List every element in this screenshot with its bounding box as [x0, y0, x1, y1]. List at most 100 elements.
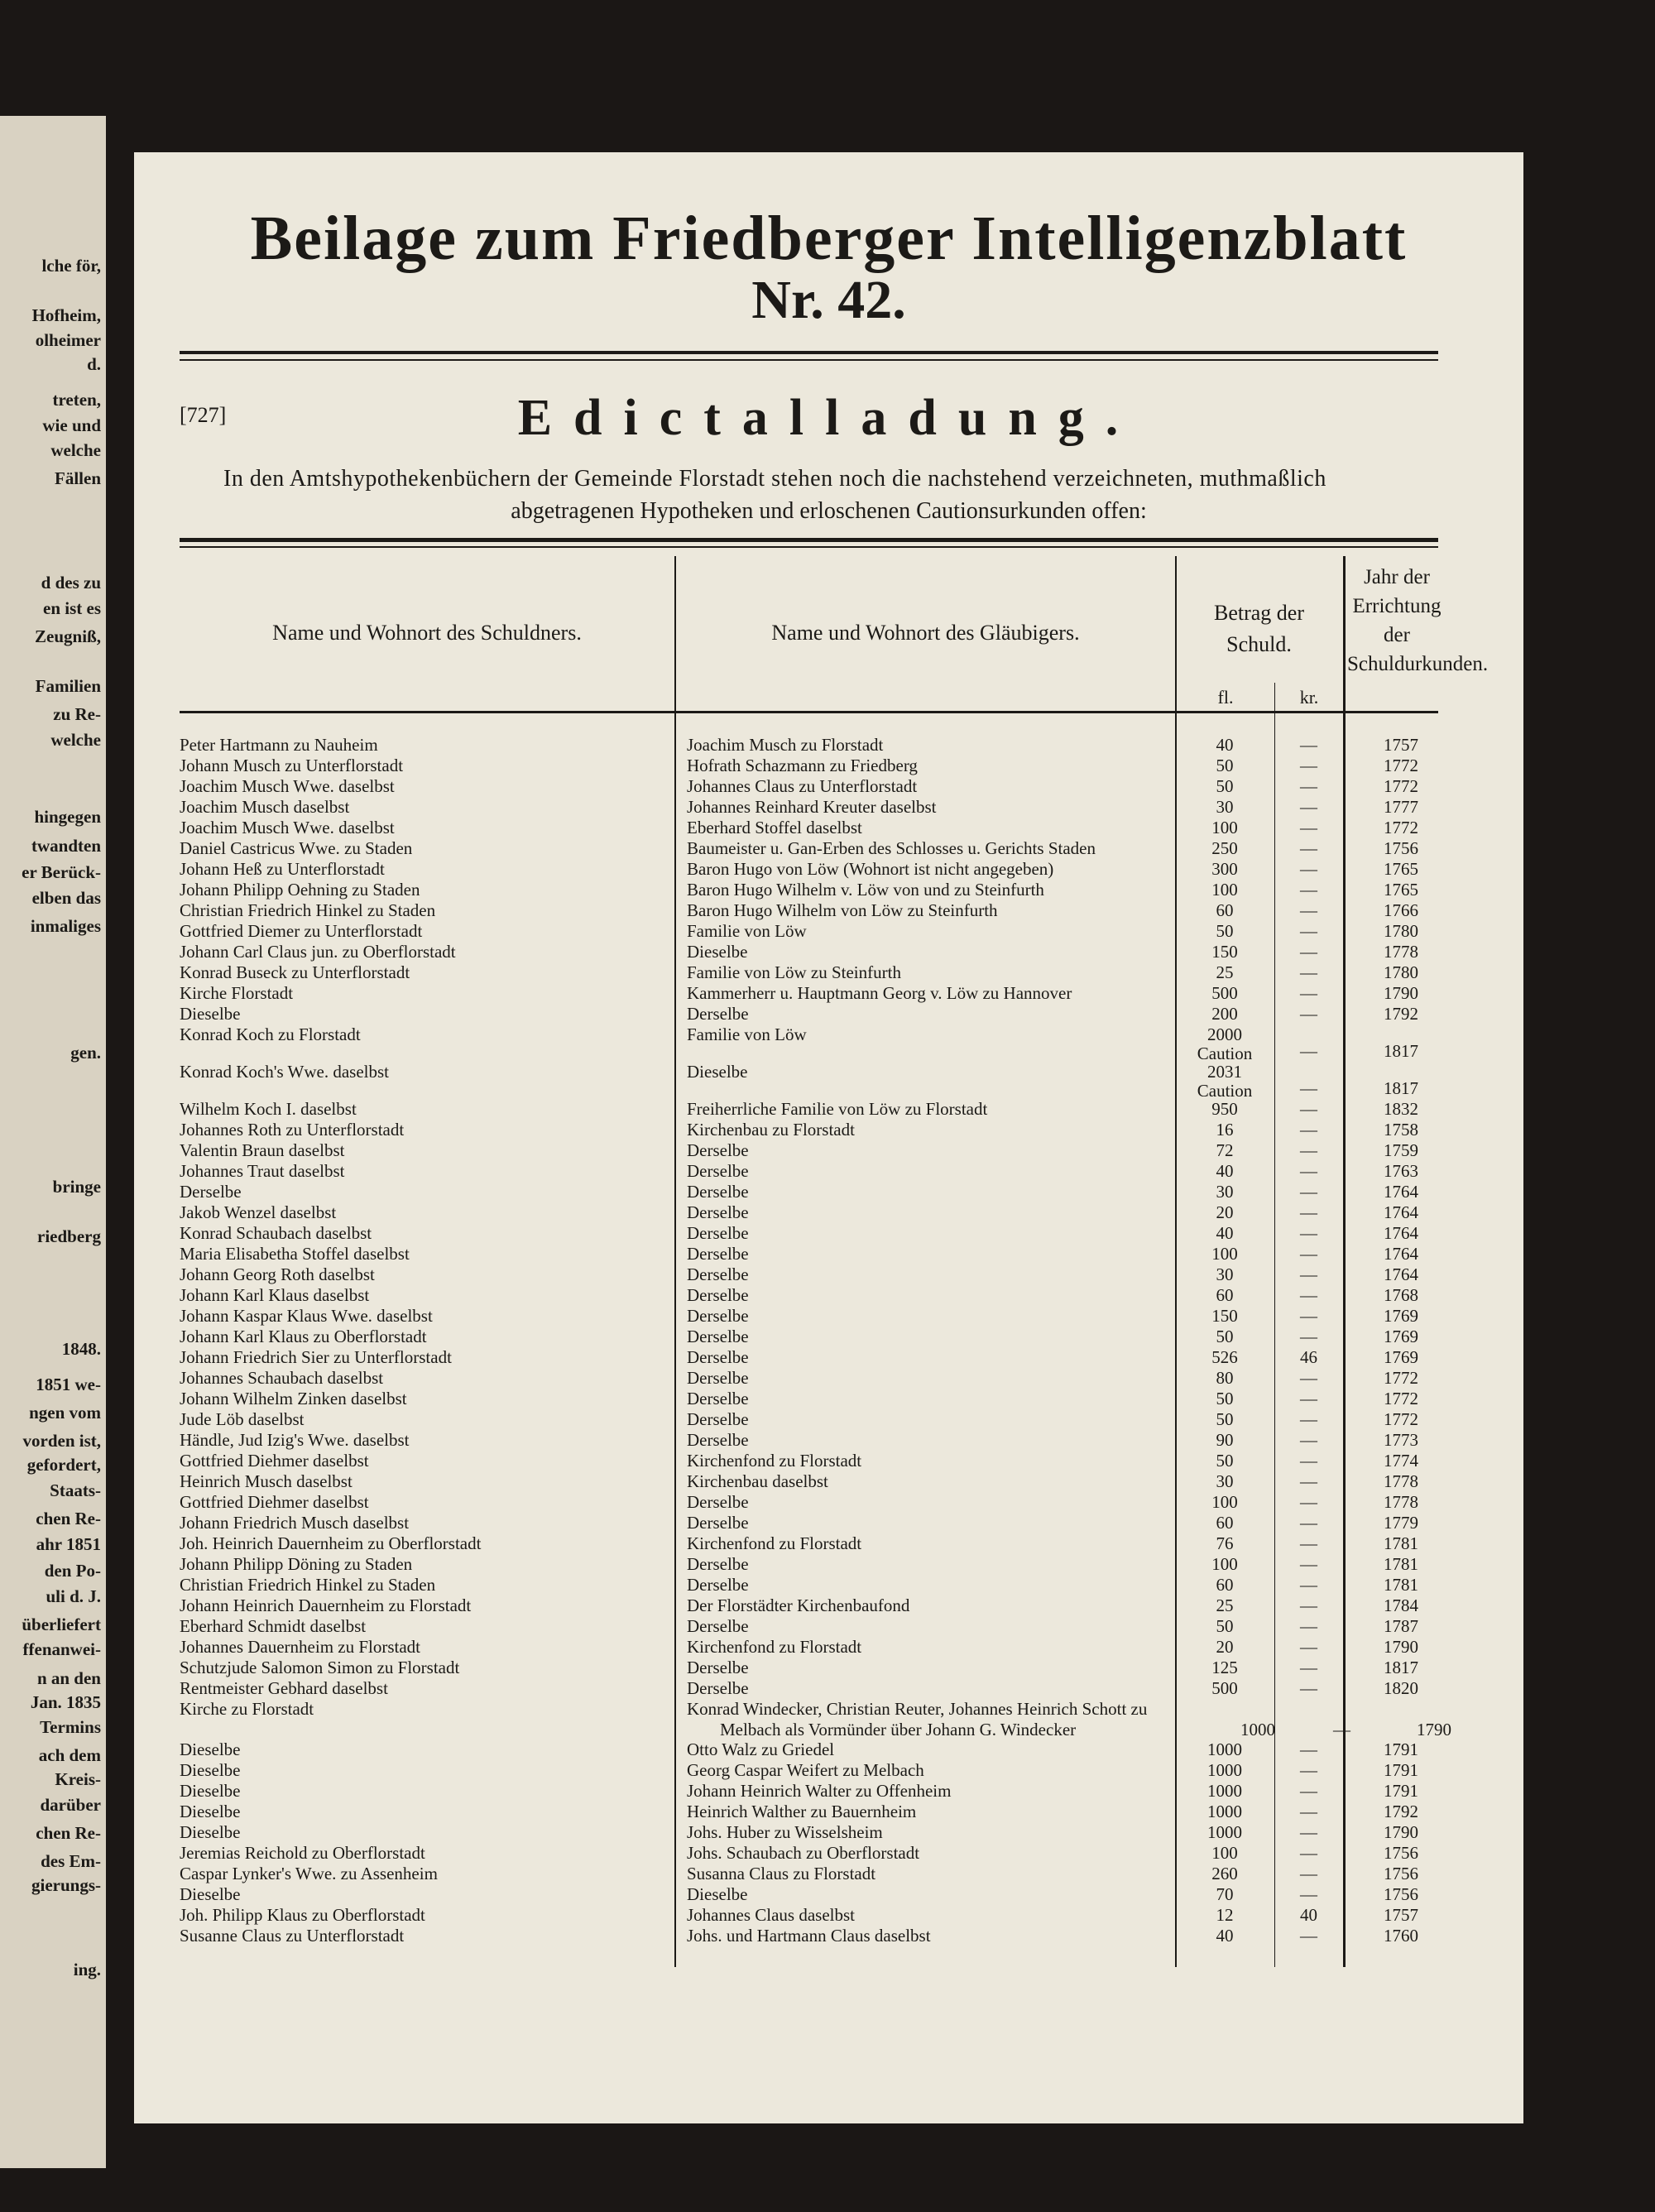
- amount-fl: 100: [1175, 1492, 1274, 1513]
- amount-kr: —: [1300, 1616, 1317, 1636]
- amount-fl: 40: [1175, 1161, 1274, 1182]
- year: 1773: [1384, 1430, 1418, 1450]
- creditor: Derselbe: [687, 1202, 749, 1222]
- year: 1764: [1384, 1182, 1418, 1202]
- year: 1772: [1384, 1368, 1418, 1388]
- table-row: Eberhard Schmidt daselbst Derselbe 50 — 1787: [180, 1616, 1459, 1637]
- table-row: Joh. Heinrich Dauernheim zu Oberflorstad…: [180, 1533, 1459, 1554]
- creditor: Dieselbe: [687, 942, 748, 962]
- amount-value: 40: [1216, 1223, 1234, 1243]
- debtor: Caspar Lynker's Wwe. zu Assenheim: [180, 1864, 438, 1883]
- amount-fl: 1000: [1175, 1781, 1274, 1802]
- header-fl: fl.: [1217, 687, 1234, 708]
- year: 1769: [1384, 1306, 1418, 1326]
- table-row: Derselbe Derselbe 30 — 1764: [180, 1182, 1459, 1202]
- amount-kr: —: [1300, 1161, 1317, 1181]
- amount-value: 72: [1216, 1140, 1234, 1160]
- table-row: Johann Philipp Oehning zu Staden Baron Hu…: [180, 880, 1459, 900]
- debtor: Johann Carl Claus jun. zu Oberflorstadt: [180, 942, 456, 962]
- year: 1778: [1384, 1492, 1418, 1512]
- creditor: Kammerherr u. Hauptmann Georg v. Löw zu …: [687, 983, 1072, 1003]
- amount-fl: 300: [1175, 859, 1274, 880]
- debtor: Rentmeister Gebhard daselbst: [180, 1678, 388, 1698]
- creditor: Derselbe: [687, 1285, 749, 1305]
- amount-fl: 1000: [1175, 1822, 1274, 1843]
- year: 1759: [1384, 1140, 1418, 1160]
- table-row: Johann Karl Klaus zu Oberflorstadt Dersel…: [180, 1327, 1459, 1347]
- amount-value: 125: [1211, 1658, 1238, 1677]
- table-row: Dieselbe Johs. Huber zu Wisselsheim 1000 — 1…: [180, 1822, 1459, 1843]
- amount-value: 50: [1216, 1409, 1234, 1429]
- year: 1766: [1384, 900, 1418, 920]
- header-amount: Betrag der Schuld.: [1213, 601, 1304, 656]
- year: 1781: [1384, 1533, 1418, 1553]
- creditor: Konrad Windecker, Christian Reuter, Joha…: [687, 1699, 1148, 1739]
- debtor: Johann Heß zu Unterflorstadt: [180, 859, 385, 879]
- intro: abgetragenen Hypotheken und erloschenen …: [511, 498, 1147, 524]
- amount-value: 2000: [1207, 1024, 1242, 1044]
- table-row: Christian Friedrich Hinkel zu Staden Ders…: [180, 1575, 1459, 1595]
- debtor: Dieselbe: [180, 1822, 241, 1842]
- year: 1781: [1384, 1575, 1418, 1595]
- creditor: Derselbe: [687, 1513, 749, 1533]
- amount-value: 50: [1216, 1451, 1234, 1471]
- amount-value: 20: [1216, 1637, 1234, 1657]
- debtor: Dieselbe: [180, 1781, 241, 1801]
- left-page-text: zu Re-: [53, 704, 101, 725]
- amount-value: 16: [1216, 1120, 1234, 1140]
- debtor: Joachim Musch daselbst: [180, 797, 350, 817]
- debtor: Joachim Musch Wwe. daselbst: [180, 776, 395, 796]
- amount-value: 40: [1216, 1161, 1234, 1181]
- debtor: Schutzjude Salomon Simon zu Florstadt: [180, 1658, 460, 1677]
- debtor: Johannes Roth zu Unterflorstadt: [180, 1120, 405, 1140]
- amount-value: 30: [1216, 797, 1234, 817]
- left-page-text: n an den: [36, 1667, 101, 1688]
- table-row: Johann Heß zu Unterflorstadt Baron Hugo v…: [180, 859, 1459, 880]
- amount-fl: 50: [1175, 776, 1274, 797]
- column-line: [1343, 556, 1346, 1967]
- creditor: Johs. Schaubach zu Oberflorstadt: [687, 1843, 920, 1863]
- creditor: Familie von Löw zu Steinfurth: [687, 962, 901, 982]
- debtor: Jakob Wenzel daselbst: [180, 1202, 337, 1222]
- table-row: Schutzjude Salomon Simon zu Florstadt Der…: [180, 1658, 1459, 1678]
- amount-value: 2031: [1207, 1062, 1242, 1082]
- left-page-text: Jan. 1835: [30, 1691, 101, 1712]
- creditor: Derselbe: [687, 1368, 749, 1388]
- amount-value: 50: [1216, 756, 1234, 775]
- creditor: Heinrich Walther zu Bauernheim: [687, 1802, 917, 1821]
- debtor: Derselbe: [180, 1182, 242, 1202]
- amount-value: 526: [1211, 1347, 1238, 1367]
- amount-fl: 40: [1175, 1223, 1274, 1244]
- table-row: Caspar Lynker's Wwe. zu Assenheim Susanna…: [180, 1864, 1459, 1884]
- year: 1764: [1384, 1202, 1418, 1222]
- year: 1772: [1384, 776, 1418, 796]
- year: 1790: [1384, 1637, 1418, 1657]
- amount-value: 50: [1216, 776, 1234, 796]
- debtor: Dieselbe: [180, 1004, 241, 1024]
- column-line: [674, 556, 676, 1967]
- year: 1791: [1384, 1760, 1418, 1780]
- amount-kr: —: [1300, 1533, 1317, 1553]
- amount-value: 20: [1216, 1202, 1234, 1222]
- year: 1787: [1384, 1616, 1418, 1636]
- amount-value: 60: [1216, 900, 1234, 920]
- creditor: Baron Hugo Wilhelm von Löw zu Steinfurth: [687, 900, 998, 920]
- table-row: Valentin Braun daselbst Derselbe 72 — 1759: [180, 1140, 1459, 1161]
- year: 1778: [1384, 942, 1418, 962]
- table-row: Dieselbe Dieselbe 70 — 1756: [180, 1884, 1459, 1905]
- debtor: Konrad Koch zu Florstadt: [180, 1024, 361, 1044]
- left-page-text: welche: [50, 729, 101, 750]
- year: 1792: [1384, 1004, 1418, 1024]
- creditor: Georg Caspar Weifert zu Melbach: [687, 1760, 924, 1780]
- creditor: Familie von Löw: [687, 921, 807, 941]
- amount-kr: —: [1300, 1140, 1317, 1160]
- amount-fl: 260: [1175, 1864, 1274, 1884]
- page: [134, 152, 1523, 2123]
- creditor: Derselbe: [687, 1264, 749, 1284]
- amount-fl: 30: [1175, 1264, 1274, 1285]
- debtor: Johann Friedrich Sier zu Unterflorstadt: [180, 1347, 452, 1367]
- table-row: Maria Elisabetha Stoffel daselbst Derselb…: [180, 1244, 1459, 1264]
- debtor: Johann Heinrich Dauernheim zu Florstadt: [180, 1595, 472, 1615]
- left-page-text: gefordert,: [26, 1455, 101, 1475]
